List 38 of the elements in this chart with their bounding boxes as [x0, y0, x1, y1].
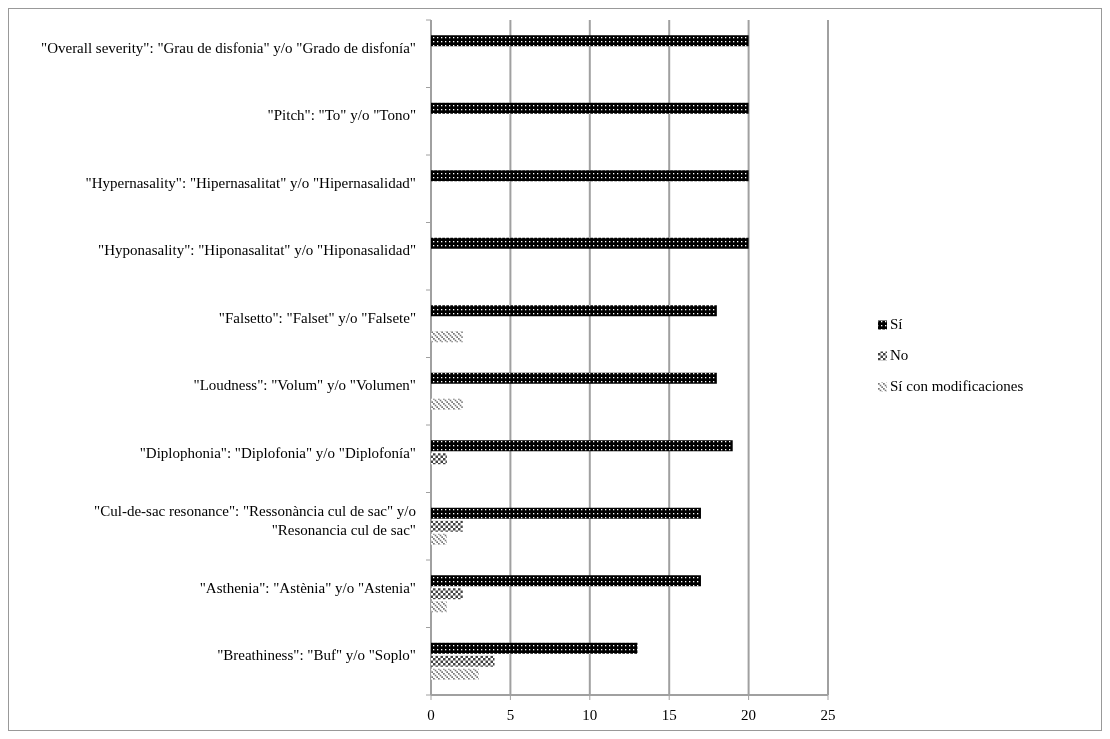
y-tick-label: "Diplophonia": "Diplofonia" y/o "Diplofonía": [139, 445, 416, 462]
bar: [431, 588, 463, 600]
legend-label: Sí con modificaciones: [890, 377, 1024, 394]
bar: [431, 331, 463, 343]
y-tick-label: "Breathiness": "Buf" y/o "Soplo": [217, 647, 416, 664]
x-tick-label: 20: [741, 707, 757, 723]
bar: [431, 440, 733, 452]
bar: [431, 305, 717, 317]
y-tick-label: "Hypernasality": "Hipernasalitat" y/o "Hipernasalidad": [85, 175, 416, 192]
bar: [431, 520, 463, 532]
bar: [431, 35, 749, 47]
y-tick-label: "Hyponasality": "Hiponasalitat" y/o "Hiponasalidad": [98, 242, 416, 259]
y-tick-label: "Falsetto": "Falset" y/o "Falsete": [218, 310, 416, 327]
bar: [431, 170, 749, 182]
x-tick-label: 10: [582, 707, 598, 723]
bar: [431, 102, 749, 114]
y-tick-label: "Asthenia": "Astènia" y/o "Astenia": [199, 580, 416, 597]
y-tick-label: "Cul-de-sac resonance": "Ressonància cul de sac" y/o "Resonancia cul de sac": [94, 503, 416, 539]
legend-label: Sí: [890, 315, 903, 332]
bar: [431, 668, 479, 680]
bar: [431, 533, 447, 545]
x-tick-label: 15: [661, 707, 677, 723]
bar: [431, 642, 638, 654]
y-tick-label: "Pitch": "To" y/o "Tono": [267, 107, 416, 124]
bar: [431, 601, 447, 613]
legend-label: No: [890, 346, 909, 363]
y-tick-label: "Loudness": "Volum" y/o "Volumen": [193, 377, 416, 394]
bar: [431, 507, 701, 519]
x-tick-label: 0: [427, 707, 435, 723]
bar: [431, 655, 495, 667]
x-tick-label: 25: [820, 707, 836, 723]
bar: [431, 575, 701, 587]
bar: [431, 453, 447, 465]
bar: [431, 237, 749, 249]
bar: [431, 372, 717, 384]
y-tick-label: "Overall severity": "Grau de disfonia" y/o "Grado de disfonía": [41, 40, 416, 57]
x-tick-label: 5: [506, 707, 515, 723]
bar: [431, 398, 463, 410]
